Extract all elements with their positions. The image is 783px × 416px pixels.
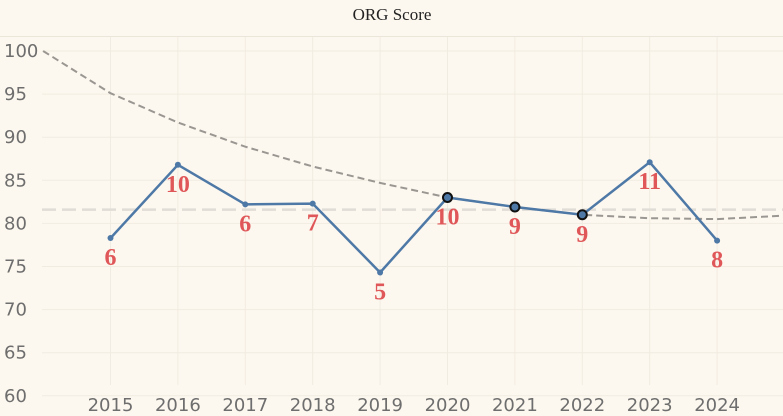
data-label: 5 — [374, 280, 386, 306]
highlighted-point — [509, 201, 521, 213]
data-label: 9 — [576, 222, 588, 248]
x-tick-label: 2017 — [222, 395, 268, 416]
data-label: 9 — [509, 214, 521, 240]
y-tick-label: 75 — [4, 257, 27, 278]
data-label: 7 — [307, 211, 319, 237]
data-label-layer: 6 10 6 7 5 10 9 9 11 8 — [105, 169, 724, 305]
y-tick-label: 85 — [4, 170, 27, 191]
point-layer — [107, 159, 721, 276]
series-line — [109, 160, 719, 274]
y-tick-label: 70 — [4, 300, 27, 321]
chart-title: ORG Score — [353, 5, 432, 24]
trend-line — [42, 50, 783, 221]
data-point — [309, 200, 316, 207]
x-axis: 2015 2016 2017 2018 2019 2020 2021 2022 2023 2024 — [88, 395, 740, 416]
y-tick-label: 95 — [4, 84, 27, 105]
data-point — [107, 235, 114, 242]
data-label: 10 — [436, 205, 460, 231]
x-tick-label: 2023 — [627, 395, 673, 416]
y-tick-label: 90 — [4, 127, 27, 148]
data-label: 6 — [105, 245, 117, 271]
highlighted-point — [442, 192, 453, 204]
x-tick-label: 2018 — [290, 395, 336, 416]
y-tick-label: 60 — [4, 386, 27, 407]
data-point — [714, 237, 721, 244]
x-tick-label: 2015 — [88, 395, 134, 416]
x-tick-label: 2019 — [357, 395, 403, 416]
y-tick-label: 65 — [4, 343, 27, 364]
data-label: 8 — [711, 248, 723, 274]
data-label: 6 — [239, 211, 251, 237]
series-layer — [109, 160, 719, 274]
y-tick-label: 100 — [4, 41, 38, 62]
x-tick-label: 2021 — [492, 395, 538, 416]
x-tick-label: 2022 — [559, 395, 605, 416]
data-point — [174, 161, 181, 168]
trend-layer — [42, 50, 783, 221]
data-label: 10 — [166, 172, 190, 198]
y-tick-label: 80 — [4, 213, 27, 234]
data-point — [242, 201, 249, 208]
data-point — [377, 269, 384, 276]
x-tick-label: 2016 — [155, 395, 201, 416]
x-tick-label: 2020 — [425, 395, 471, 416]
y-axis: 100 95 90 85 80 75 70 65 60 — [4, 41, 38, 407]
data-label: 11 — [638, 169, 661, 195]
x-tick-label: 2024 — [694, 395, 740, 416]
highlighted-point — [576, 209, 588, 221]
data-point — [646, 159, 653, 166]
